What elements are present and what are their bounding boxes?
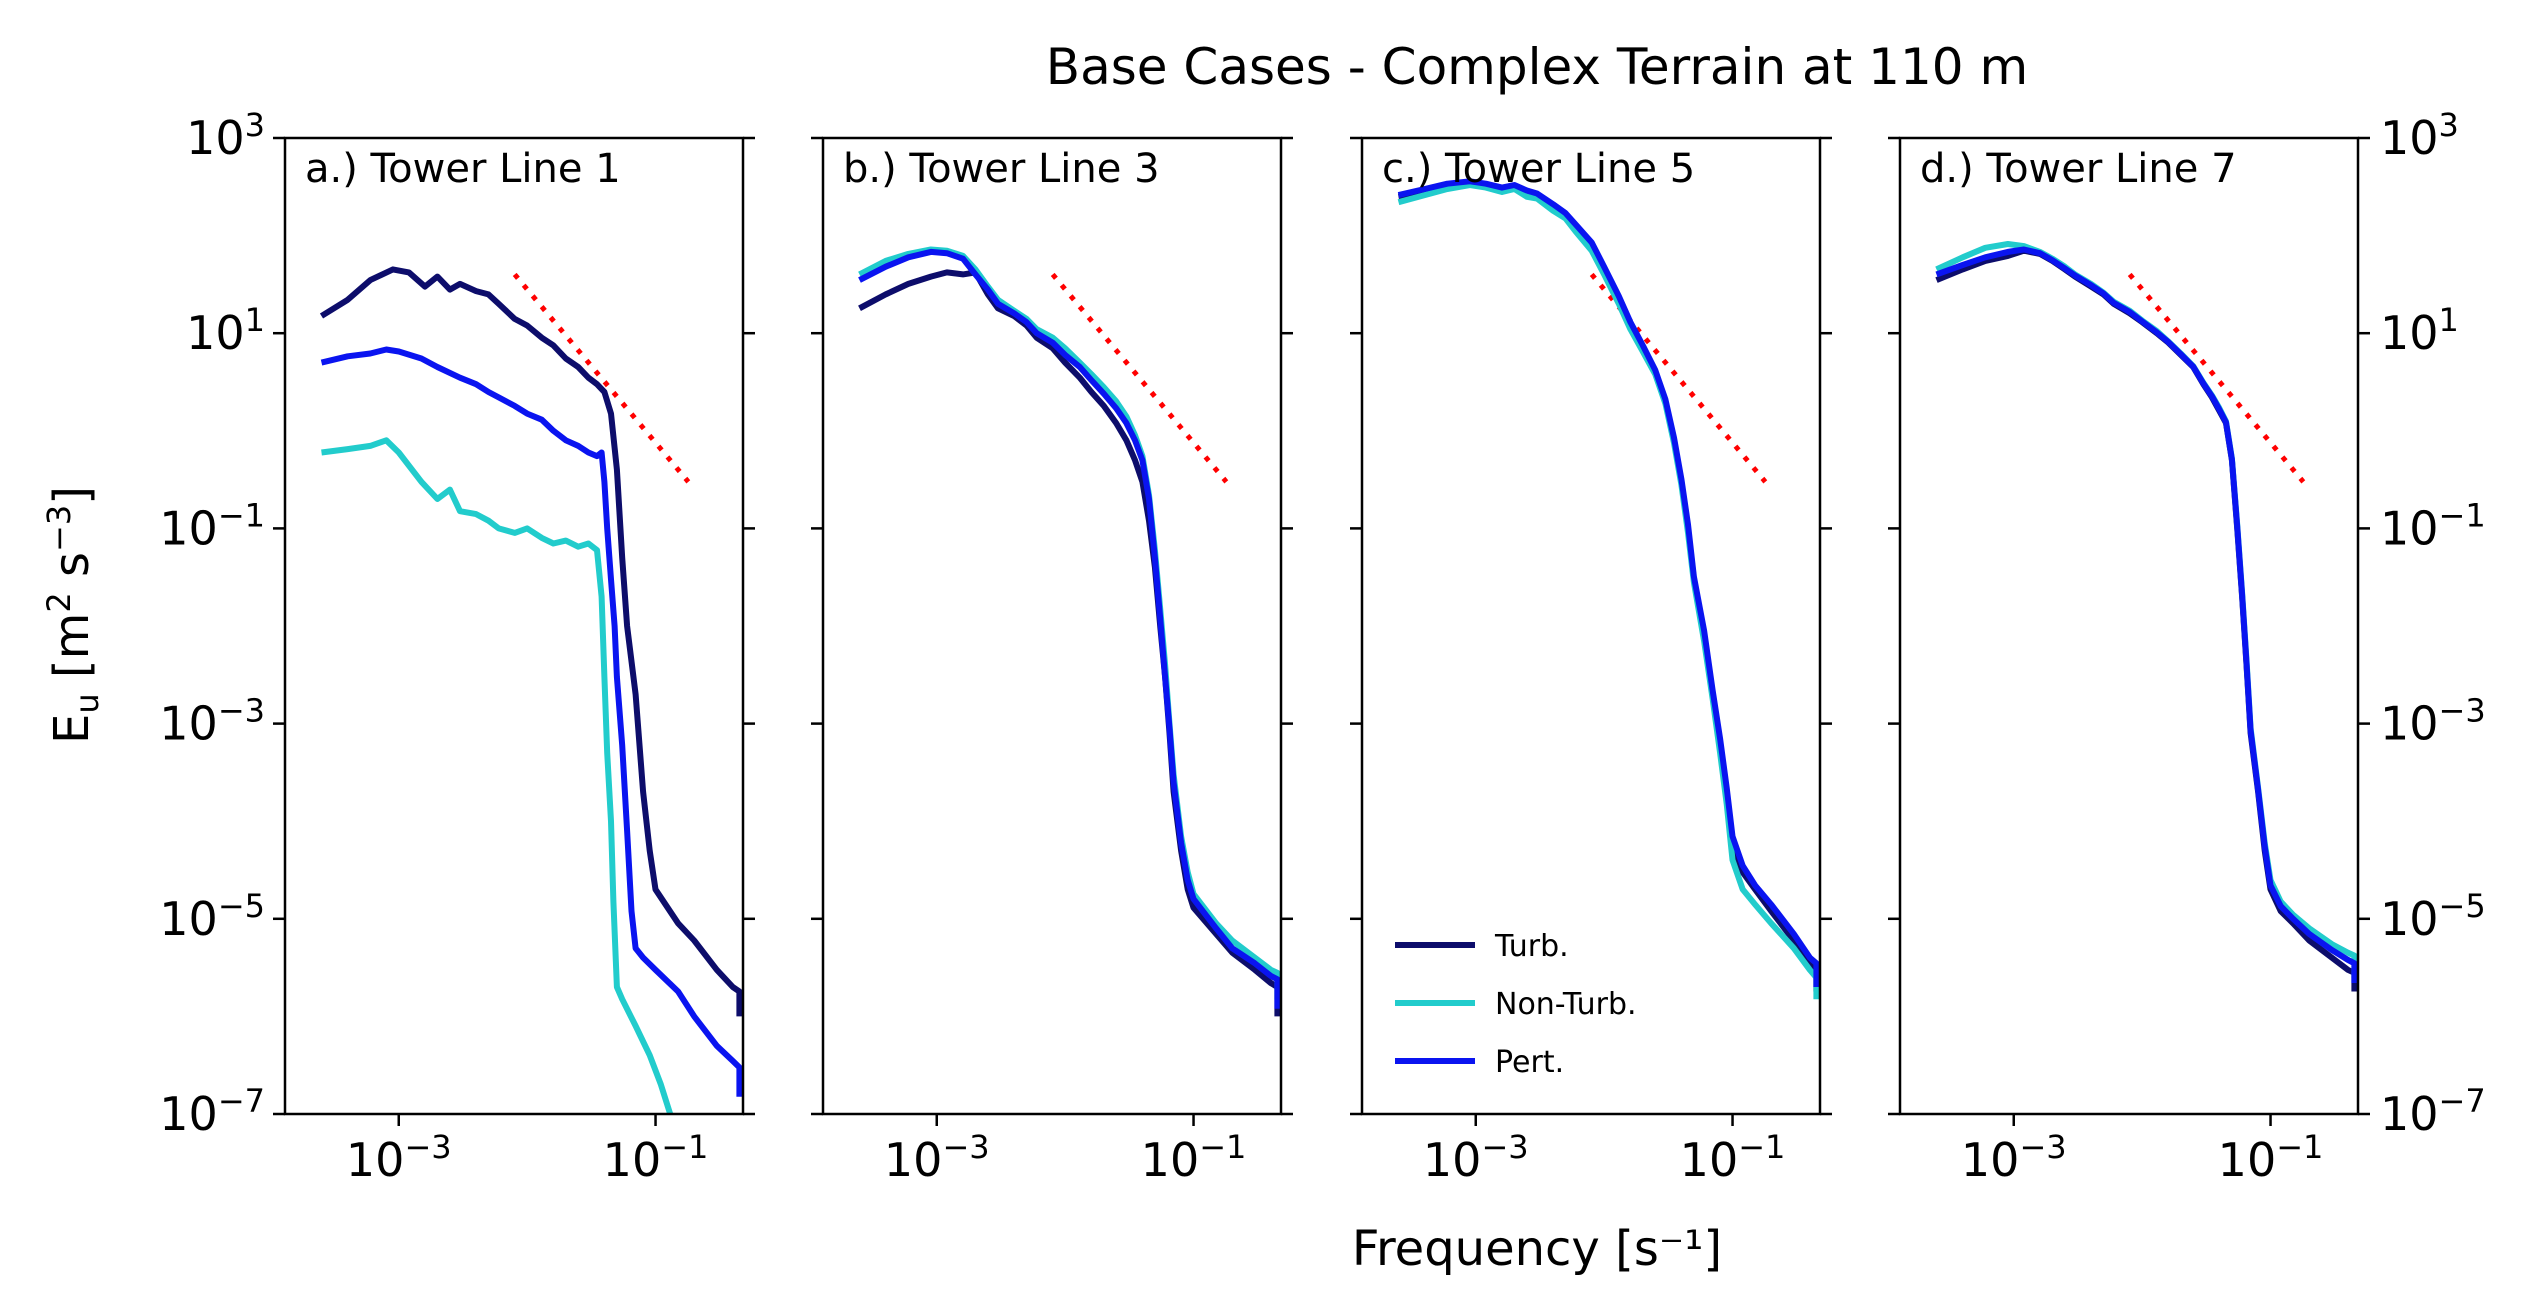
y-tick-label: 10−7 bbox=[2380, 1082, 2486, 1141]
plot-frame bbox=[283, 136, 745, 1116]
legend: Turb. Non-Turb. Pert. bbox=[1395, 929, 1637, 1080]
panel-3: c.) Tower Line 5 10−3 10−1 bbox=[1350, 136, 1832, 1187]
series-line-turb bbox=[1935, 247, 2358, 992]
series-line-pert bbox=[1397, 178, 1820, 987]
x-axis-label: Frequency [s⁻¹] bbox=[1352, 1221, 1722, 1277]
panel-4: d.) Tower Line 7 103 101 10−1 10−3 10−5 10−7 10… bbox=[1888, 106, 2486, 1187]
panel-title: b.) Tower Line 3 bbox=[843, 146, 1160, 192]
panel-title: a.) Tower Line 1 bbox=[305, 146, 621, 192]
plot-frame bbox=[821, 136, 1283, 1116]
x-tick-label: 10−1 bbox=[1141, 1128, 1247, 1187]
series-line-non-turb bbox=[321, 437, 674, 1114]
legend-label: Turb. bbox=[1494, 929, 1569, 964]
reference-slope-line bbox=[512, 272, 691, 484]
panel-2: b.) Tower Line 3 10−3 10−1 bbox=[811, 136, 1293, 1187]
x-tick-label: 10−1 bbox=[2218, 1128, 2324, 1187]
y-tick-label: 10−1 bbox=[159, 496, 265, 555]
legend-label: Non-Turb. bbox=[1495, 987, 1637, 1022]
series-line-turb bbox=[1397, 179, 1820, 992]
y-tick-label: 10−5 bbox=[159, 887, 265, 946]
x-tick-label: 10−1 bbox=[603, 1128, 709, 1187]
series-line-non-turb bbox=[1935, 241, 2358, 978]
reference-slope-line bbox=[2127, 272, 2306, 484]
y-tick-label: 10−7 bbox=[159, 1082, 265, 1141]
y-tick-label: 10−5 bbox=[2380, 887, 2486, 946]
reference-slope-line bbox=[1050, 272, 1229, 484]
x-tick-label: 10−3 bbox=[1423, 1128, 1529, 1187]
y-tick-label: 103 bbox=[2380, 106, 2459, 165]
plot-frame bbox=[1360, 136, 1822, 1116]
x-tick-label: 10−3 bbox=[346, 1128, 452, 1187]
x-tick-label: 10−3 bbox=[884, 1128, 990, 1187]
y-tick-label: 101 bbox=[186, 301, 265, 360]
series-line-pert bbox=[858, 248, 1281, 1009]
y-tick-label: 10−3 bbox=[159, 692, 265, 751]
series-line-non-turb bbox=[1397, 182, 1820, 1000]
series-line-pert bbox=[1935, 246, 2358, 983]
panel-title: d.) Tower Line 7 bbox=[1920, 146, 2237, 192]
x-tick-label: 10−1 bbox=[1680, 1128, 1786, 1187]
y-axis-label: Eu [m2 s−3] bbox=[40, 486, 106, 744]
y-tick-label: 10−3 bbox=[2380, 692, 2486, 751]
y-tick-label: 103 bbox=[186, 106, 265, 165]
y-tick-label: 10−1 bbox=[2380, 496, 2486, 555]
legend-label: Pert. bbox=[1495, 1045, 1564, 1080]
panel-1: a.) Tower Line 1 103 101 10−1 10−3 10−5 10−7 10… bbox=[159, 106, 755, 1187]
plot-frame bbox=[1898, 136, 2360, 1116]
series-line-turb bbox=[319, 266, 743, 1017]
panel-title: c.) Tower Line 5 bbox=[1382, 146, 1695, 192]
x-tick-label: 10−3 bbox=[1961, 1128, 2067, 1187]
panels: a.) Tower Line 1 103 101 10−1 10−3 10−5 10−7 10… bbox=[159, 106, 2485, 1187]
y-tick-label: 101 bbox=[2380, 301, 2459, 360]
series-line-turb bbox=[858, 269, 1281, 1017]
series-line-pert bbox=[320, 346, 743, 1097]
figure-title: Base Cases - Complex Terrain at 110 m bbox=[1046, 38, 2028, 96]
